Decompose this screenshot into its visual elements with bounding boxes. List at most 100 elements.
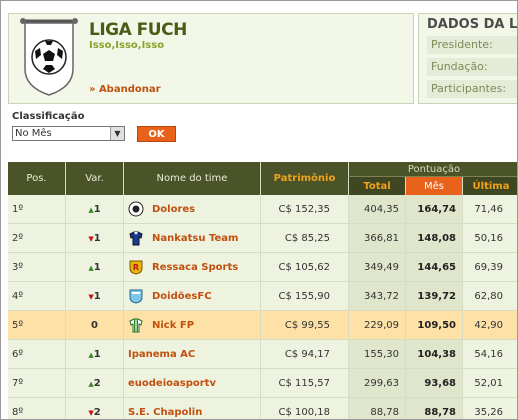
rank-position: 4º xyxy=(8,282,65,311)
rank-position: 5º xyxy=(8,311,65,340)
score-last: 42,90 xyxy=(462,311,517,340)
col-total-header[interactable]: Total xyxy=(348,177,405,195)
team-name[interactable]: euodeioasportv xyxy=(128,377,216,389)
period-select-value: No Mês xyxy=(15,128,52,139)
col-var-header: Var. xyxy=(65,162,123,195)
team-name[interactable]: Ressaca Sports xyxy=(152,262,239,273)
table-row: 3º ▲1 R Ressaca Sports C$ 105,62 349,49 144,65… xyxy=(8,253,517,282)
arrow-down-icon: ▼ xyxy=(88,292,94,301)
team-name[interactable]: DoidõesFC xyxy=(152,291,212,302)
team-name-cell[interactable]: DoidõesFC xyxy=(123,282,260,311)
team-patrimonio: C$ 152,35 xyxy=(260,195,348,224)
team-logo-icon xyxy=(128,230,144,246)
table-row: 7º ▲2 euodeioasportv C$ 115,57 299,63 93,68 52… xyxy=(8,369,517,398)
score-total: 155,30 xyxy=(348,340,405,369)
variation-value: 2 xyxy=(93,377,101,389)
score-total: 88,78 xyxy=(348,398,405,419)
chevron-down-icon[interactable]: ▼ xyxy=(110,127,124,140)
score-month: 88,78 xyxy=(405,398,462,419)
arrow-down-icon: ▼ xyxy=(88,408,94,417)
table-row: 8º ▼2 S.E. Chapolin C$ 100,18 88,78 88,78 35,2… xyxy=(8,398,517,419)
rank-position: 2º xyxy=(8,224,65,253)
classification-label: Classificação xyxy=(12,111,85,122)
rank-variation: ▼1 xyxy=(65,282,123,311)
arrow-up-icon: ▲ xyxy=(88,263,94,272)
variation-value: 2 xyxy=(93,406,101,418)
team-name-cell[interactable]: S.E. Chapolin xyxy=(123,398,260,419)
team-name-cell[interactable]: Nick FP xyxy=(123,311,260,340)
table-row: 5º 0 Nick FP C$ 99,55 229,09 109,50 42,90 xyxy=(8,311,517,340)
score-total: 343,72 xyxy=(348,282,405,311)
team-name-cell[interactable]: Dolores xyxy=(123,195,260,224)
variation-value: 1 xyxy=(93,232,101,244)
rank-variation: 0 xyxy=(65,311,123,340)
abandon-league-link[interactable]: » Abandonar xyxy=(89,84,161,95)
rank-position: 8º xyxy=(8,398,65,419)
col-pontuacao-header: Pontuação xyxy=(348,162,517,177)
team-name-cell[interactable]: R Ressaca Sports xyxy=(123,253,260,282)
score-month: 93,68 xyxy=(405,369,462,398)
score-month: 109,50 xyxy=(405,311,462,340)
team-name[interactable]: Nick FP xyxy=(152,320,195,331)
president-row: Presidente: xyxy=(427,36,517,54)
team-patrimonio: C$ 99,55 xyxy=(260,311,348,340)
arrow-down-icon: ▼ xyxy=(88,234,94,243)
table-row: 1º ▲1 Dolores C$ 152,35 404,35 164,74 71,46 xyxy=(8,195,517,224)
league-info-card: DADOS DA LIGA Presidente: Fundação: Part… xyxy=(418,13,518,104)
score-last: 54,16 xyxy=(462,340,517,369)
ranking-table: Pos. Var. Nome do time Patrimônio Pontua… xyxy=(8,162,517,419)
score-total: 366,81 xyxy=(348,224,405,253)
score-total: 404,35 xyxy=(348,195,405,224)
team-logo-icon xyxy=(128,317,144,333)
score-month: 148,08 xyxy=(405,224,462,253)
league-subtitle: Isso,Isso,Isso xyxy=(89,40,165,51)
team-name-cell[interactable]: Ipanema AC xyxy=(123,340,260,369)
table-row: 6º ▲1 Ipanema AC C$ 94,17 155,30 104,38 54,16 xyxy=(8,340,517,369)
col-pos-header: Pos. xyxy=(8,162,65,195)
variation-value: 1 xyxy=(93,203,101,215)
period-select[interactable]: No Mês ▼ xyxy=(12,126,125,141)
score-last: 71,46 xyxy=(462,195,517,224)
league-info-title: DADOS DA LIGA xyxy=(427,17,518,32)
score-total: 229,09 xyxy=(348,311,405,340)
rank-position: 1º xyxy=(8,195,65,224)
score-last: 62,80 xyxy=(462,282,517,311)
variation-value: 1 xyxy=(93,348,101,360)
score-month: 139,72 xyxy=(405,282,462,311)
arrow-up-icon: ▲ xyxy=(88,205,94,214)
variation-value: 1 xyxy=(93,290,101,302)
participants-row: Participantes: xyxy=(427,80,517,98)
team-name-cell[interactable]: Nankatsu Team xyxy=(123,224,260,253)
variation-value: 1 xyxy=(93,261,101,273)
rank-variation: ▲1 xyxy=(65,195,123,224)
col-ultima-header[interactable]: Última xyxy=(462,177,517,195)
col-patrimonio-header[interactable]: Patrimônio xyxy=(260,162,348,195)
league-badge-icon xyxy=(20,18,78,96)
svg-text:R: R xyxy=(133,263,139,272)
team-name[interactable]: Dolores xyxy=(152,204,196,215)
rank-variation: ▲2 xyxy=(65,369,123,398)
team-name-cell[interactable]: euodeioasportv xyxy=(123,369,260,398)
col-team-header: Nome do time xyxy=(123,162,260,195)
league-header-card: LIGA FUCH Isso,Isso,Isso » Abandonar xyxy=(8,13,414,104)
score-last: 69,39 xyxy=(462,253,517,282)
score-month: 164,74 xyxy=(405,195,462,224)
score-month: 104,38 xyxy=(405,340,462,369)
team-name[interactable]: S.E. Chapolin xyxy=(128,406,203,418)
team-patrimonio: C$ 105,62 xyxy=(260,253,348,282)
arrow-up-icon: ▲ xyxy=(88,350,94,359)
team-name[interactable]: Nankatsu Team xyxy=(152,233,239,244)
ok-button[interactable]: OK xyxy=(137,126,176,142)
team-name[interactable]: Ipanema AC xyxy=(128,348,196,360)
team-patrimonio: C$ 85,25 xyxy=(260,224,348,253)
rank-position: 7º xyxy=(8,369,65,398)
table-row: 2º ▼1 Nankatsu Team C$ 85,25 366,81 148,08 50,… xyxy=(8,224,517,253)
rank-variation: ▲1 xyxy=(65,340,123,369)
variation-value: 0 xyxy=(91,319,98,331)
score-last: 35,26 xyxy=(462,398,517,419)
rank-variation: ▼1 xyxy=(65,224,123,253)
col-mes-header[interactable]: Mês xyxy=(405,177,462,195)
team-patrimonio: C$ 94,17 xyxy=(260,340,348,369)
team-logo-icon: R xyxy=(128,259,144,275)
